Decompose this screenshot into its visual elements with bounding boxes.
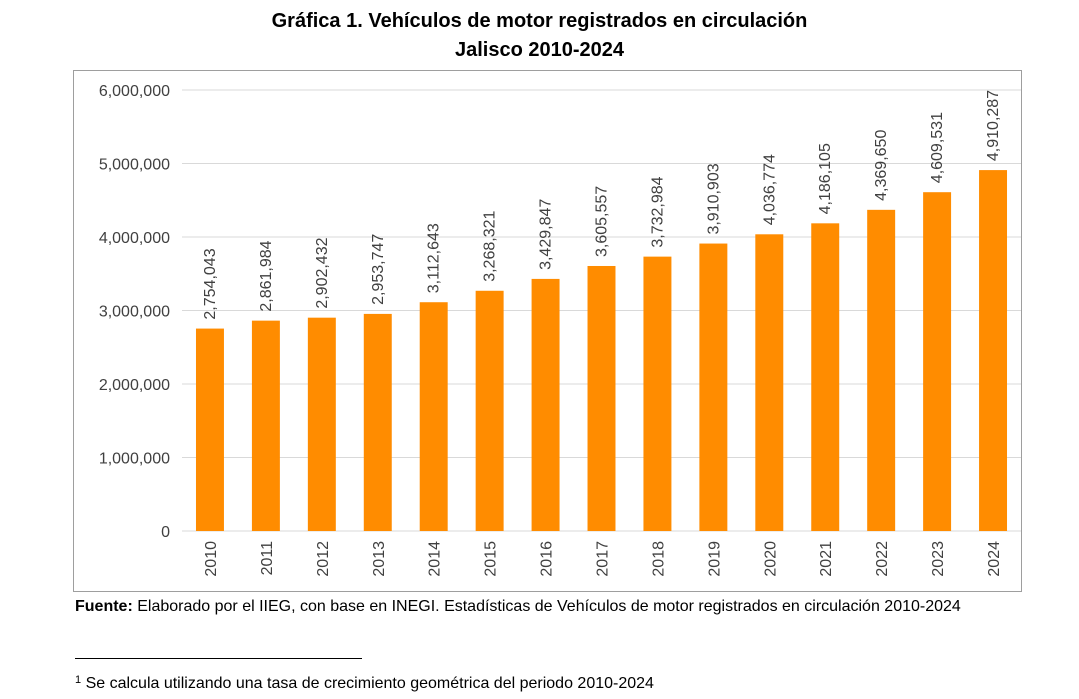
y-tick-label: 5,000,000 (99, 157, 170, 174)
data-label: 2,902,432 (314, 237, 331, 308)
chart-subtitle: Jalisco 2010-2024 (454, 39, 625, 61)
bar (475, 290, 504, 531)
x-tick-label: 2010 (203, 541, 220, 577)
source-text: Elaborado por el IIEG, con base en INEGI… (132, 598, 961, 615)
data-label: 2,953,747 (370, 234, 387, 305)
x-tick-label: 2011 (259, 541, 276, 576)
y-tick-label: 4,000,000 (99, 230, 170, 247)
bar (363, 313, 392, 531)
data-label: 3,268,321 (482, 210, 499, 281)
data-label: 3,429,847 (538, 199, 555, 270)
chart-frame (73, 70, 1022, 592)
x-tick-label: 2016 (539, 541, 556, 577)
data-label: 4,910,287 (985, 90, 1002, 161)
data-label: 4,609,531 (929, 112, 946, 183)
x-tick-label: 2024 (986, 541, 1003, 577)
footnote-text: Se calcula utilizando una tasa de crecim… (81, 675, 654, 692)
x-tick-label: 2023 (930, 541, 947, 577)
data-label: 3,910,903 (705, 163, 722, 234)
y-tick-label: 2,000,000 (99, 377, 170, 394)
bar (811, 223, 840, 531)
bar (923, 192, 952, 532)
footnote: 1 Se calcula utilizando una tasa de crec… (75, 670, 654, 694)
x-tick-label: 2020 (762, 541, 779, 577)
data-label: 3,605,557 (594, 186, 611, 257)
data-label: 4,036,774 (761, 154, 778, 225)
data-label: 4,369,650 (873, 130, 890, 201)
y-tick-label: 3,000,000 (99, 304, 170, 321)
data-label: 2,861,984 (258, 240, 275, 311)
bar (251, 320, 280, 531)
bar (755, 234, 784, 531)
bar (699, 243, 728, 531)
footnote-mark: 1 (75, 674, 82, 686)
data-label: 3,112,643 (426, 223, 443, 293)
bar (979, 170, 1008, 531)
x-tick-label: 2021 (818, 541, 835, 577)
data-label: 3,732,984 (649, 176, 666, 247)
x-tick-label: 2019 (706, 541, 723, 577)
y-tick-label: 1,000,000 (99, 451, 170, 468)
bar (587, 265, 616, 531)
bar (419, 302, 448, 531)
footnote-separator (75, 658, 362, 659)
data-label: 2,754,043 (202, 248, 219, 319)
y-tick-label: 6,000,000 (99, 83, 170, 100)
x-tick-label: 2015 (483, 541, 500, 577)
y-tick-label: 0 (161, 524, 170, 541)
x-tick-label: 2014 (427, 541, 444, 577)
x-tick-label: 2017 (595, 541, 612, 577)
x-tick-label: 2012 (315, 541, 332, 577)
bar (195, 328, 224, 531)
chart-title: Gráfica 1. Vehículos de motor registrado… (271, 10, 808, 32)
bar (643, 256, 672, 531)
x-tick-label: 2022 (874, 541, 891, 577)
data-label: 4,186,105 (817, 143, 834, 214)
bar (867, 209, 896, 531)
x-tick-label: 2018 (650, 541, 667, 577)
bar (307, 317, 336, 531)
x-tick-label: 2013 (371, 541, 388, 577)
bar (531, 278, 560, 531)
source-note: Fuente: Elaborado por el IIEG, con base … (75, 597, 1035, 617)
source-label: Fuente: (75, 598, 133, 615)
